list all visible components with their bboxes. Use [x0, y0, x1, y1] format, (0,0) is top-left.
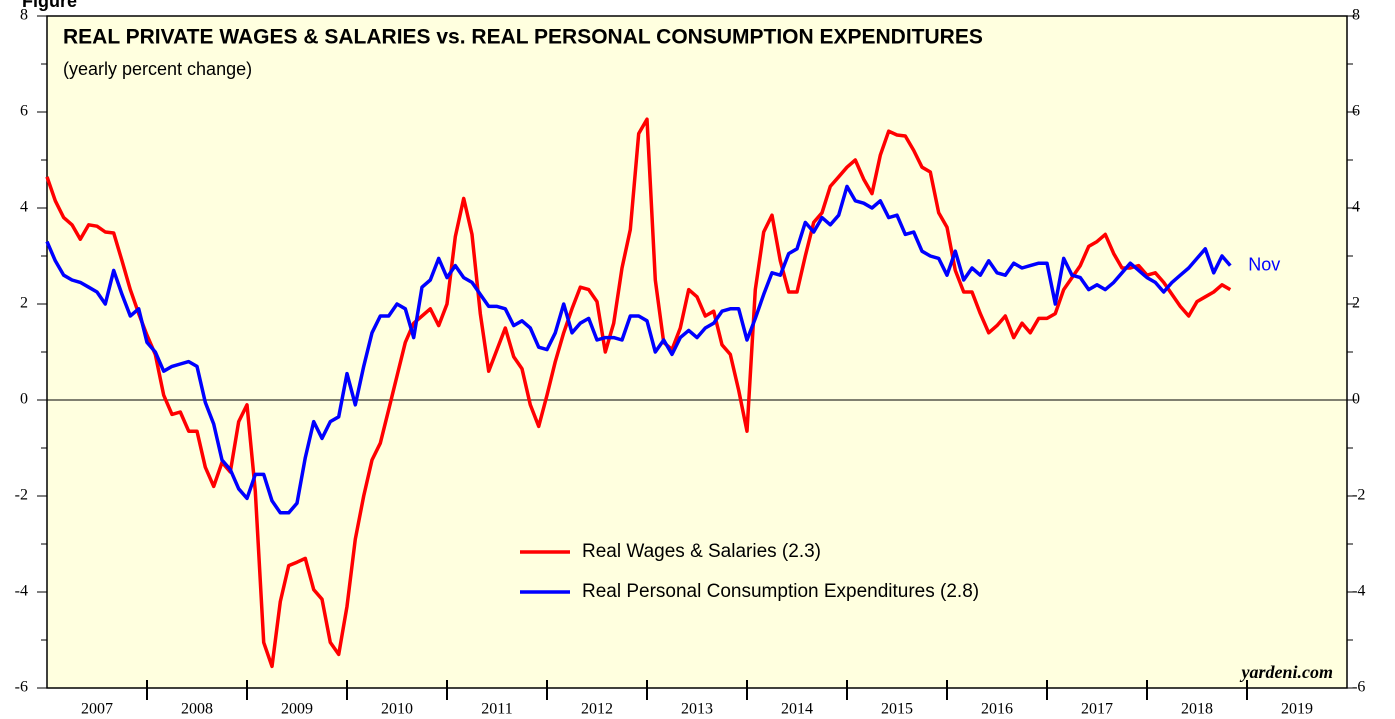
- figure-label: Figure: [22, 0, 77, 11]
- y-tick-label: -6: [15, 679, 28, 696]
- y2-tick-label: 2: [1352, 295, 1360, 312]
- x-tick-label: 2012: [581, 701, 613, 718]
- watermark: yardeni.com: [1240, 662, 1334, 682]
- plot-area: [46, 15, 1348, 689]
- x-tick-label: 2017: [1081, 701, 1113, 718]
- legend-label: Real Personal Consumption Expenditures (…: [582, 581, 979, 602]
- x-tick-label: 2018: [1181, 701, 1213, 718]
- x-tick-label: 2007: [81, 701, 113, 718]
- series-line: [45, 117, 1232, 669]
- chart-subtitle: (yearly percent change): [63, 59, 252, 79]
- x-tick-label: 2010: [381, 701, 413, 718]
- y2-tick-label: 0: [1352, 391, 1360, 408]
- y2-tick-label: 6: [1352, 103, 1360, 120]
- x-tick-label: 2011: [481, 701, 512, 718]
- y2-tick-label: 4: [1352, 199, 1360, 216]
- y-tick-label: -2: [15, 487, 28, 504]
- x-tick-label: 2008: [181, 701, 213, 718]
- y2-tick-label: 8: [1352, 7, 1360, 24]
- y2-tick-label: -6: [1352, 679, 1365, 696]
- legend-label: Real Wages & Salaries (2.3): [582, 541, 821, 562]
- x-tick-label: 2015: [881, 701, 913, 718]
- x-tick-label: 2016: [981, 701, 1013, 718]
- x-tick-label: 2019: [1281, 701, 1313, 718]
- series-line: [45, 184, 1232, 515]
- end-annotation: Nov: [1248, 254, 1280, 274]
- y-tick-label: 2: [20, 295, 28, 312]
- x-tick-label: 2014: [781, 701, 813, 718]
- y2-tick-label: -2: [1352, 487, 1365, 504]
- x-tick-label: 2009: [281, 701, 313, 718]
- y-tick-label: -4: [15, 583, 28, 600]
- x-tick-label: 2013: [681, 701, 713, 718]
- y-tick-label: 0: [20, 391, 28, 408]
- y2-tick-label: -4: [1352, 583, 1365, 600]
- y-tick-label: 6: [20, 103, 28, 120]
- chart-title: REAL PRIVATE WAGES & SALARIES vs. REAL P…: [63, 26, 983, 49]
- y-tick-label: 8: [20, 7, 28, 24]
- y-tick-label: 4: [20, 199, 28, 216]
